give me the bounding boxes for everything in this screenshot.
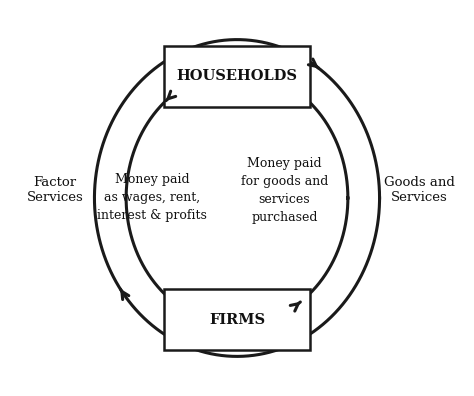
Text: FIRMS: FIRMS [209, 313, 265, 327]
Text: HOUSEHOLDS: HOUSEHOLDS [176, 69, 298, 83]
Bar [164, 46, 310, 107]
Text: Goods and
Services: Goods and Services [384, 176, 455, 204]
Bar [164, 46, 310, 107]
Text: Factor
Services: Factor Services [27, 176, 83, 204]
Bar [164, 289, 310, 350]
Bar [164, 289, 310, 350]
Text: Money paid
as wages, rent,
interest & profits: Money paid as wages, rent, interest & pr… [97, 173, 207, 223]
Text: Money paid
for goods and
services
purchased: Money paid for goods and services purcha… [241, 156, 328, 224]
